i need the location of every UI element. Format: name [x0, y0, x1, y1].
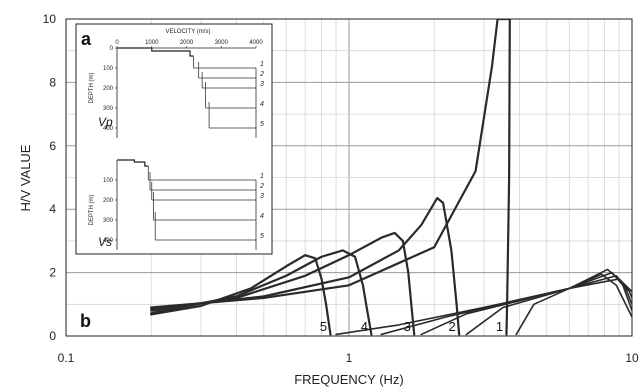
inset-profile-label: 2: [259, 183, 264, 190]
hv-curve-1: [150, 19, 511, 336]
x-tick-label: 1: [346, 351, 353, 365]
curve-label-2: 2: [449, 319, 456, 334]
inset-profile-label: 1: [260, 173, 264, 180]
curve-label-5: 5: [320, 319, 327, 334]
inset-y-tick-label: 400: [103, 238, 114, 244]
inset-frame: [75, 23, 273, 255]
secondary-curve-5: [335, 278, 632, 336]
inset-velocity-profiles: a VELOCITY (m/s) DEPTH (m) DEPTH (m) Vp …: [75, 23, 273, 255]
x-tick-label: 0.1: [58, 351, 75, 365]
inset-x-tick-label: 4000: [249, 40, 263, 46]
inset-vs-label: Vs: [98, 235, 112, 249]
inset-profile-label: 2: [259, 71, 264, 78]
plot-frame: [65, 18, 633, 337]
inset-y-tick-label: 100: [103, 178, 114, 184]
inset-profile-label: 1: [260, 61, 264, 68]
inset-x-tick-label: 1000: [145, 40, 159, 46]
inset-profile-label: 3: [260, 193, 264, 200]
panel-label-b: b: [80, 311, 91, 331]
y-tick-label: 6: [49, 139, 56, 153]
hv-curve-3: [150, 231, 416, 336]
x-tick-label: 10: [625, 351, 639, 365]
curve-labels: 1 2 3 4 5: [320, 319, 503, 334]
inset-profile-label: 5: [260, 121, 264, 128]
inset-vs-plot: 100 200 300 400 1 2 3 4 5: [103, 159, 264, 250]
inset-bottom-y-label: DEPTH (m): [89, 195, 95, 226]
inset-y-tick-label: 0: [110, 46, 114, 52]
inset-surface-profile: [117, 47, 194, 57]
inset-y-tick-label: 200: [103, 198, 114, 204]
y-tick-label: 4: [49, 202, 56, 216]
inset-profile-label: 4: [260, 101, 264, 108]
inset-x-tick-label: 2000: [180, 40, 194, 46]
inset-y-tick-label: 300: [103, 106, 114, 112]
secondary-curve-4: [380, 274, 632, 336]
inset-x-tick-label: 3000: [215, 40, 229, 46]
curve-label-3: 3: [404, 319, 411, 334]
inset-y-tick-label: 100: [103, 66, 114, 72]
inset-top-y-label: DEPTH (m): [89, 73, 95, 104]
inset-vp-label: Vp: [98, 115, 113, 129]
inset-y-tick-label: 300: [103, 218, 114, 224]
inset-profile-label: 4: [260, 213, 264, 220]
y-tick-label: 8: [49, 75, 56, 89]
inset-surface-profile: [117, 159, 149, 167]
panel-label-a: a: [81, 29, 92, 49]
inset-profile-label: 5: [260, 233, 264, 240]
curve-label-4: 4: [361, 319, 368, 334]
secondary-curve-3: [420, 271, 632, 336]
inset-profile-label: 3: [260, 81, 264, 88]
hv-curve-2: [150, 197, 461, 336]
y-tick-label: 0: [49, 329, 56, 343]
hv-curve-4: [150, 249, 373, 336]
inset-x-axis-label: VELOCITY (m/s): [166, 29, 211, 35]
curve-label-1: 1: [496, 319, 503, 334]
inset-y-tick-label: 200: [103, 86, 114, 92]
inset-y-tick-label: 400: [103, 126, 114, 132]
y-tick-label: 10: [43, 12, 57, 26]
inset-vp-plot: 0 1000 2000 3000 4000 0 100 200 300 400 1 2 3 4 5: [103, 40, 264, 138]
curves: [150, 19, 632, 336]
x-axis-label: FREQUENCY (Hz): [294, 372, 404, 387]
y-axis-label: H/V VALUE: [18, 144, 33, 211]
inset-x-tick-label: 0: [115, 40, 119, 46]
hv-curve-5: [150, 254, 332, 336]
y-tick-label: 2: [49, 266, 56, 280]
